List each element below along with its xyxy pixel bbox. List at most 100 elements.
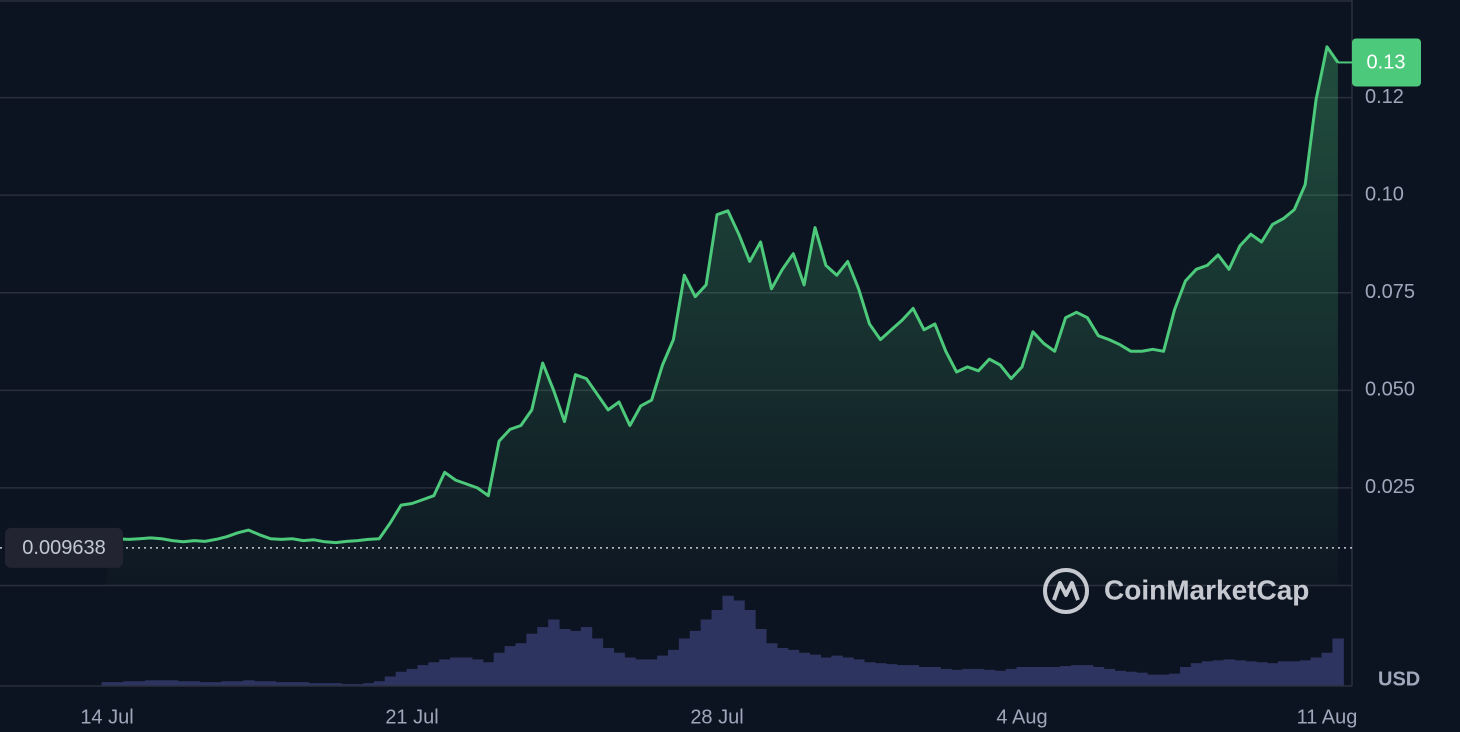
volume-bar bbox=[515, 643, 527, 686]
volume-bar bbox=[123, 681, 135, 686]
volume-bar bbox=[1071, 665, 1083, 686]
volume-bar bbox=[744, 610, 756, 686]
currency-label: USD bbox=[1378, 668, 1420, 690]
volume-bar bbox=[1245, 661, 1257, 686]
volume-bar bbox=[450, 657, 462, 686]
volume-bar bbox=[1190, 663, 1203, 686]
volume-bar bbox=[1060, 666, 1072, 686]
reference-label: 0.009638 bbox=[22, 537, 105, 559]
volume-bar bbox=[700, 619, 713, 686]
volume-bar bbox=[766, 643, 778, 686]
volume-bar bbox=[297, 682, 310, 686]
volume-bar bbox=[319, 683, 331, 686]
y-tick-label: 0.025 bbox=[1365, 476, 1415, 498]
volume-bar bbox=[1179, 667, 1192, 686]
volume-bar bbox=[537, 627, 549, 686]
volume-bar bbox=[101, 682, 113, 686]
volume-bar bbox=[1321, 652, 1333, 686]
y-tick-label: 0.050 bbox=[1365, 379, 1415, 401]
volume-bar bbox=[624, 657, 636, 686]
volume-bar bbox=[842, 657, 854, 686]
y-tick-label: 0.12 bbox=[1365, 86, 1404, 108]
y-tick-label: 0.10 bbox=[1365, 183, 1404, 205]
volume-bar bbox=[613, 652, 625, 686]
volume-bar bbox=[1332, 638, 1344, 686]
volume-bar bbox=[504, 646, 516, 686]
volume-bar bbox=[722, 595, 734, 686]
volume-bar bbox=[330, 683, 342, 686]
volume-bar bbox=[1081, 665, 1094, 686]
volume-bar bbox=[439, 659, 451, 686]
volume-bar bbox=[809, 654, 821, 686]
volume-bar bbox=[243, 680, 255, 686]
volume-bar bbox=[145, 680, 157, 686]
volume-bar bbox=[482, 662, 495, 686]
volume-bar bbox=[417, 665, 429, 686]
y-tick-label: 0.075 bbox=[1365, 281, 1415, 303]
volume-bar bbox=[384, 676, 397, 686]
volume-bar bbox=[864, 662, 876, 686]
volume-bar bbox=[177, 681, 190, 686]
volume-bar bbox=[1005, 668, 1018, 686]
volume-bar bbox=[559, 629, 571, 686]
volume-bar bbox=[787, 649, 800, 686]
volume-bar bbox=[493, 652, 506, 686]
volume-bar bbox=[646, 659, 658, 686]
volume-bar bbox=[1125, 671, 1137, 686]
volume-bar bbox=[1016, 667, 1028, 686]
volume-bar bbox=[918, 667, 930, 686]
volume-bar bbox=[134, 681, 146, 686]
volume-bar bbox=[395, 671, 408, 686]
volume-bar bbox=[1158, 674, 1170, 686]
volume-bar bbox=[667, 649, 680, 686]
volume-bar bbox=[940, 668, 952, 686]
volume-bar bbox=[352, 684, 364, 686]
volume-bar bbox=[755, 629, 767, 686]
volume-bar bbox=[1201, 661, 1214, 686]
reference-badge bbox=[5, 527, 123, 568]
volume-bar bbox=[1299, 660, 1312, 686]
volume-bar bbox=[972, 668, 985, 686]
volume-bar bbox=[983, 669, 996, 686]
volume-bar bbox=[112, 682, 124, 686]
volume-bar bbox=[1103, 668, 1116, 686]
x-tick-label: 11 Aug bbox=[1297, 706, 1358, 728]
volume-bar bbox=[1267, 663, 1279, 686]
volume-bar bbox=[994, 670, 1007, 686]
watermark-logo-mark bbox=[1052, 581, 1080, 601]
volume-bar bbox=[188, 681, 201, 686]
volume-bar bbox=[1277, 661, 1290, 686]
volume-bar bbox=[1114, 670, 1126, 686]
volume-bar bbox=[548, 619, 560, 686]
volume-bar bbox=[1256, 662, 1268, 686]
volume-bar bbox=[569, 630, 582, 686]
last-value-label: 0.13 bbox=[1367, 52, 1406, 74]
volume-bar bbox=[362, 683, 375, 686]
volume-bar bbox=[678, 638, 691, 686]
volume-bar bbox=[635, 659, 647, 686]
x-tick-label: 21 Jul bbox=[385, 706, 438, 728]
volume-bar bbox=[853, 659, 865, 686]
volume-bar bbox=[885, 664, 898, 686]
volume-bar bbox=[798, 652, 811, 686]
volume-bar bbox=[1049, 667, 1061, 686]
price-area bbox=[107, 46, 1338, 586]
volume-bar bbox=[264, 681, 277, 686]
volume-bar bbox=[1310, 657, 1323, 686]
volume-bar bbox=[1038, 667, 1050, 686]
volume-bar bbox=[580, 627, 593, 686]
volume-bar bbox=[591, 638, 604, 686]
volume-bar bbox=[951, 669, 963, 686]
volume-bar bbox=[1212, 660, 1225, 686]
volume-bar bbox=[602, 648, 615, 686]
volume-bar bbox=[1092, 667, 1105, 686]
volume-bar bbox=[657, 655, 669, 686]
x-tick-label: 14 Jul bbox=[80, 706, 133, 728]
volume-bar bbox=[776, 648, 789, 686]
volume-bar bbox=[929, 667, 941, 686]
volume-bar bbox=[221, 681, 233, 686]
volume-bar bbox=[831, 655, 843, 686]
volume-bar bbox=[341, 684, 353, 686]
volume-bar bbox=[907, 665, 920, 686]
